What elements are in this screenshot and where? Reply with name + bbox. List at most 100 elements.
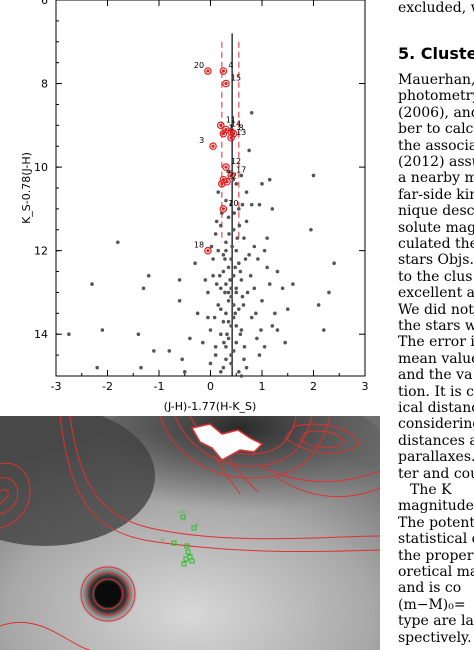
data-point xyxy=(231,315,236,320)
y-tick-label: 6 xyxy=(41,0,48,7)
data-point xyxy=(316,303,321,307)
data-point xyxy=(270,207,275,211)
data-point xyxy=(182,370,187,374)
data-point xyxy=(203,278,208,282)
y-tick-label: 10 xyxy=(34,161,48,174)
data-point xyxy=(213,353,218,357)
paper-text-column: excluded, w 5. Cluster Mauerhan,photomet… xyxy=(398,0,474,650)
body-text-line: We did not xyxy=(398,301,474,318)
body-text-line: parallaxes. xyxy=(398,449,474,466)
data-point xyxy=(243,257,248,261)
highlight-point xyxy=(221,69,225,73)
body-text-line: ical distanc xyxy=(398,400,474,416)
data-point xyxy=(146,273,151,278)
data-point xyxy=(234,324,239,328)
contour-map-image: LR2f 18 16 xyxy=(0,416,380,650)
body-text-line: a nearby m xyxy=(398,170,474,187)
point-label: 18 xyxy=(194,241,204,250)
data-point xyxy=(229,294,233,299)
body-text-line: solute magn xyxy=(398,219,474,236)
body-text-line: statistical c xyxy=(398,531,474,548)
data-point xyxy=(221,269,226,274)
star-label: LR2f xyxy=(178,510,187,514)
data-point xyxy=(267,282,272,286)
point-label: 2 xyxy=(232,172,237,181)
data-point xyxy=(332,261,336,266)
y-tick-label: 12 xyxy=(34,245,48,258)
data-point xyxy=(234,290,239,295)
highlight-ring xyxy=(209,142,217,151)
data-point xyxy=(219,370,223,374)
point-label: 4 xyxy=(228,61,233,70)
data-point xyxy=(229,257,233,261)
body-text-line: excellent ag xyxy=(398,285,474,302)
x-tick-label: 2 xyxy=(310,380,317,393)
data-point xyxy=(224,357,228,362)
body-text-line: (m−M)₀= xyxy=(398,596,466,613)
data-point xyxy=(221,319,226,324)
data-point xyxy=(224,248,228,253)
highlight-point xyxy=(229,173,233,178)
star-markers xyxy=(171,514,197,567)
highlight-point xyxy=(221,207,225,211)
data-point xyxy=(216,190,221,194)
body-text-line: culated the xyxy=(398,236,474,252)
x-tick-label: -2 xyxy=(102,380,113,393)
data-point xyxy=(247,148,251,153)
data-point xyxy=(217,273,222,278)
y-axis-label: K_S-0.78(J-H) xyxy=(20,152,33,224)
highlight-ring xyxy=(217,121,225,130)
data-point xyxy=(180,357,184,362)
body-text-line: the stars w xyxy=(398,318,474,334)
data-point xyxy=(188,336,192,341)
data-point xyxy=(139,365,143,370)
body-text-line: nique descr xyxy=(398,203,474,220)
highlight-ring xyxy=(218,180,226,188)
data-point xyxy=(257,202,262,207)
data-point xyxy=(216,248,221,253)
body-text-line: considering xyxy=(398,416,474,433)
star-labels: LR2f 18 16 xyxy=(160,510,198,542)
data-point xyxy=(221,253,226,257)
data-point xyxy=(273,311,277,316)
data-point xyxy=(213,232,218,236)
star-label: 18 xyxy=(194,523,198,527)
data-point xyxy=(167,349,172,353)
data-point xyxy=(200,340,205,345)
highlight-ring xyxy=(227,134,235,142)
body-text-line: The potent xyxy=(398,514,474,531)
data-point xyxy=(280,286,285,291)
point-label: 5 xyxy=(228,170,233,179)
point-label: 13 xyxy=(236,128,246,137)
body-text-line: type are lab xyxy=(398,613,474,630)
data-point xyxy=(226,299,231,303)
data-point xyxy=(67,332,71,337)
data-point xyxy=(285,307,290,311)
body-text-line: mean value xyxy=(398,350,474,367)
data-point xyxy=(213,344,218,349)
section-heading: 5. Cluster xyxy=(398,44,474,63)
data-point xyxy=(252,244,257,249)
data-point xyxy=(141,286,146,291)
body-text-line: oretical ma xyxy=(398,564,474,580)
data-point xyxy=(245,290,250,295)
data-point xyxy=(234,182,239,186)
body-text-line: photometry xyxy=(398,88,474,105)
data-point xyxy=(227,232,231,236)
highlight-ring xyxy=(204,246,212,255)
data-point xyxy=(214,282,219,286)
data-point xyxy=(231,303,236,307)
data-point xyxy=(260,299,264,303)
data-point xyxy=(234,248,239,253)
data-point xyxy=(241,303,246,307)
data-point xyxy=(239,328,244,332)
highlight-ring xyxy=(219,129,228,138)
data-point xyxy=(242,357,246,362)
data-point xyxy=(248,273,253,278)
data-point xyxy=(232,211,236,215)
body-text-line: to the clus xyxy=(398,268,473,285)
data-point xyxy=(136,332,141,337)
data-point xyxy=(249,315,254,320)
data-point xyxy=(211,257,215,261)
data-point xyxy=(116,240,120,245)
